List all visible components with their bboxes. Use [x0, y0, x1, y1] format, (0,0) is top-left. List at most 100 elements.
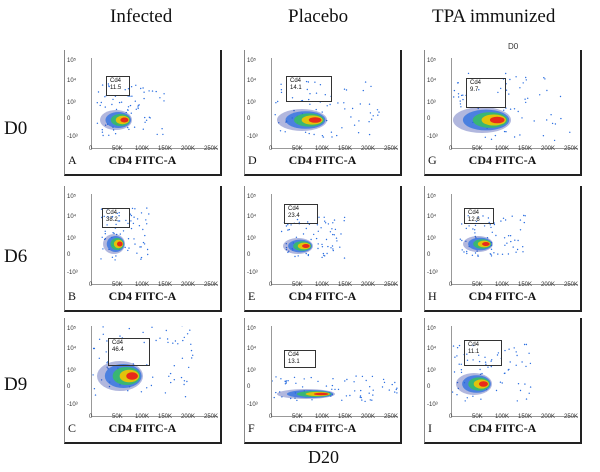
event-dot	[163, 93, 165, 95]
density-scatter	[96, 83, 165, 137]
event-dot	[359, 396, 361, 398]
event-dot	[277, 100, 279, 103]
x-tick-label: 200K	[361, 282, 376, 288]
event-dot	[143, 91, 145, 93]
event-dot	[383, 381, 386, 384]
event-dot	[322, 252, 325, 255]
y-tick-label: 0	[67, 116, 71, 122]
event-dot	[191, 357, 193, 359]
scatter-plot-area: Cd4 14.1	[271, 58, 398, 149]
row-header-d6: D6	[4, 246, 28, 267]
event-dot	[509, 78, 511, 81]
event-dot	[516, 248, 519, 251]
event-dot	[94, 394, 97, 396]
event-dot	[111, 256, 114, 258]
x-axis-label: CD4 FITC-A	[288, 153, 357, 167]
scatter-plot-area: Cd4 11.5	[91, 58, 218, 149]
event-dot	[474, 224, 477, 227]
event-dot	[341, 399, 343, 401]
event-dot	[504, 244, 506, 246]
y-tick-label: 10⁴	[427, 214, 437, 220]
event-dot	[474, 229, 476, 231]
event-dot	[280, 378, 282, 380]
event-dot	[331, 384, 334, 387]
scatter-plot-area: Cd4 23.4	[271, 194, 398, 285]
event-dot	[307, 221, 309, 223]
event-dot	[453, 89, 456, 92]
event-dot	[310, 376, 312, 379]
flow-panel-i: 10⁵ 10⁴ 10³ 0 -10³ Cd4 11.1 0 50K 100K 150K 200K 250…	[424, 318, 582, 444]
event-dot	[119, 233, 121, 235]
y-tick-label: -10³	[247, 270, 258, 276]
event-dot	[465, 227, 467, 230]
event-dot	[190, 349, 193, 352]
event-dot	[146, 207, 148, 209]
event-dot	[145, 219, 147, 221]
event-dot	[127, 390, 129, 392]
event-dot	[394, 381, 396, 384]
event-dot	[460, 106, 462, 108]
event-dot	[452, 391, 454, 393]
event-dot	[102, 333, 104, 335]
event-dot	[337, 388, 340, 391]
event-dot	[456, 355, 458, 357]
density-contour	[489, 116, 505, 124]
x-tick-label: 100K	[135, 146, 150, 152]
gate-label: Cd4 11.1	[468, 342, 479, 356]
event-dot	[504, 349, 506, 352]
event-dot	[522, 251, 524, 253]
event-dot	[539, 94, 541, 96]
y-tick-label: 0	[67, 384, 71, 390]
event-dot	[529, 386, 532, 388]
event-dot	[101, 84, 104, 86]
event-dot	[99, 104, 101, 107]
y-tick-label: -10³	[67, 134, 78, 140]
event-dot	[493, 252, 495, 254]
event-dot	[509, 235, 512, 237]
event-dot	[365, 379, 367, 382]
event-dot	[332, 378, 334, 380]
x-tick-label: 100K	[495, 282, 510, 288]
event-dot	[117, 220, 119, 222]
event-dot	[544, 78, 546, 80]
event-dot	[125, 219, 127, 222]
event-dot	[132, 222, 135, 225]
event-dot	[331, 388, 333, 390]
event-dot	[500, 87, 502, 90]
event-dot	[170, 381, 172, 384]
event-dot	[137, 106, 139, 108]
event-dot	[133, 238, 135, 240]
event-dot	[513, 136, 516, 138]
event-dot	[341, 127, 343, 129]
x-tick-label: 100K	[495, 414, 510, 420]
event-dot	[106, 362, 108, 364]
event-dot	[336, 240, 338, 242]
event-dot	[377, 114, 379, 116]
event-dot	[130, 220, 132, 222]
event-dot	[287, 229, 289, 231]
panel-letter: F	[248, 421, 255, 435]
y-tick-label: 10⁵	[67, 326, 77, 332]
density-contour	[313, 392, 329, 396]
event-dot	[278, 122, 280, 124]
event-dot	[479, 368, 481, 371]
gate-name: Cd4	[106, 210, 118, 216]
y-tick-label: 10⁵	[247, 58, 257, 64]
x-tick-label: 0	[269, 414, 273, 420]
event-dot	[487, 366, 489, 368]
event-dot	[360, 389, 362, 392]
event-dot	[307, 254, 309, 257]
x-tick-label: 250K	[204, 414, 219, 420]
event-dot	[521, 361, 523, 363]
density-contour	[116, 241, 123, 247]
event-dot	[369, 112, 372, 114]
event-dot	[183, 380, 186, 382]
event-dot	[324, 255, 326, 257]
event-dot	[551, 122, 554, 125]
event-dot	[111, 215, 114, 218]
event-dot	[459, 100, 461, 102]
gate-name: Cd4	[468, 342, 480, 348]
event-dot	[112, 232, 114, 234]
event-dot	[333, 234, 335, 236]
event-dot	[504, 372, 506, 374]
